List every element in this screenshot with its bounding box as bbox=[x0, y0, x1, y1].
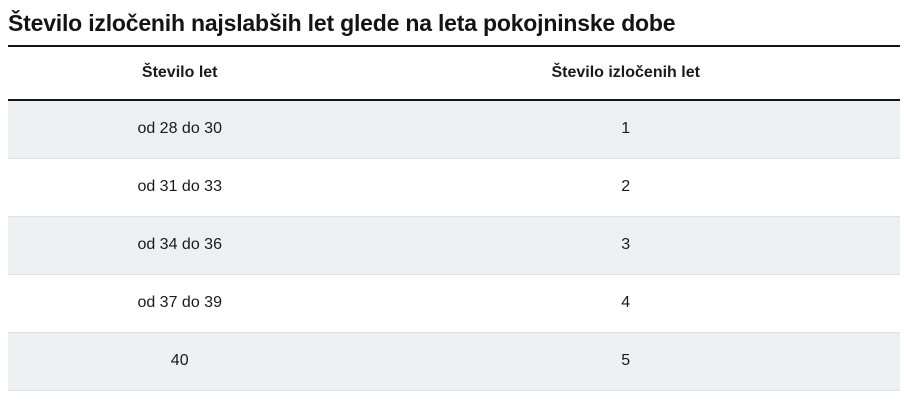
table-row: od 34 do 36 3 bbox=[8, 216, 900, 275]
cell-years: od 28 do 30 bbox=[8, 100, 352, 159]
column-header-excluded: Število izločenih let bbox=[351, 46, 900, 101]
cell-excluded: 1 bbox=[351, 100, 900, 159]
cell-excluded: 2 bbox=[351, 158, 900, 217]
cell-years: 40 bbox=[8, 332, 352, 391]
pension-years-table: Število let Število izločenih let od 28 … bbox=[8, 45, 900, 391]
table-row: od 31 do 33 2 bbox=[8, 158, 900, 217]
cell-years: od 31 do 33 bbox=[8, 158, 352, 217]
cell-years: od 34 do 36 bbox=[8, 216, 352, 275]
table-row: od 28 do 30 1 bbox=[8, 100, 900, 159]
header-row: Število let Število izločenih let bbox=[8, 46, 900, 101]
cell-excluded: 4 bbox=[351, 274, 900, 333]
page-title: Število izločenih najslabših let glede n… bbox=[8, 10, 676, 36]
cell-years: od 37 do 39 bbox=[8, 274, 352, 333]
column-header-years: Število let bbox=[8, 46, 352, 101]
cell-excluded: 5 bbox=[351, 332, 900, 391]
cell-excluded: 3 bbox=[351, 216, 900, 275]
table-row: 40 5 bbox=[8, 332, 900, 391]
table-row: od 37 do 39 4 bbox=[8, 274, 900, 333]
page: Število izločenih najslabših let glede n… bbox=[8, 10, 900, 391]
